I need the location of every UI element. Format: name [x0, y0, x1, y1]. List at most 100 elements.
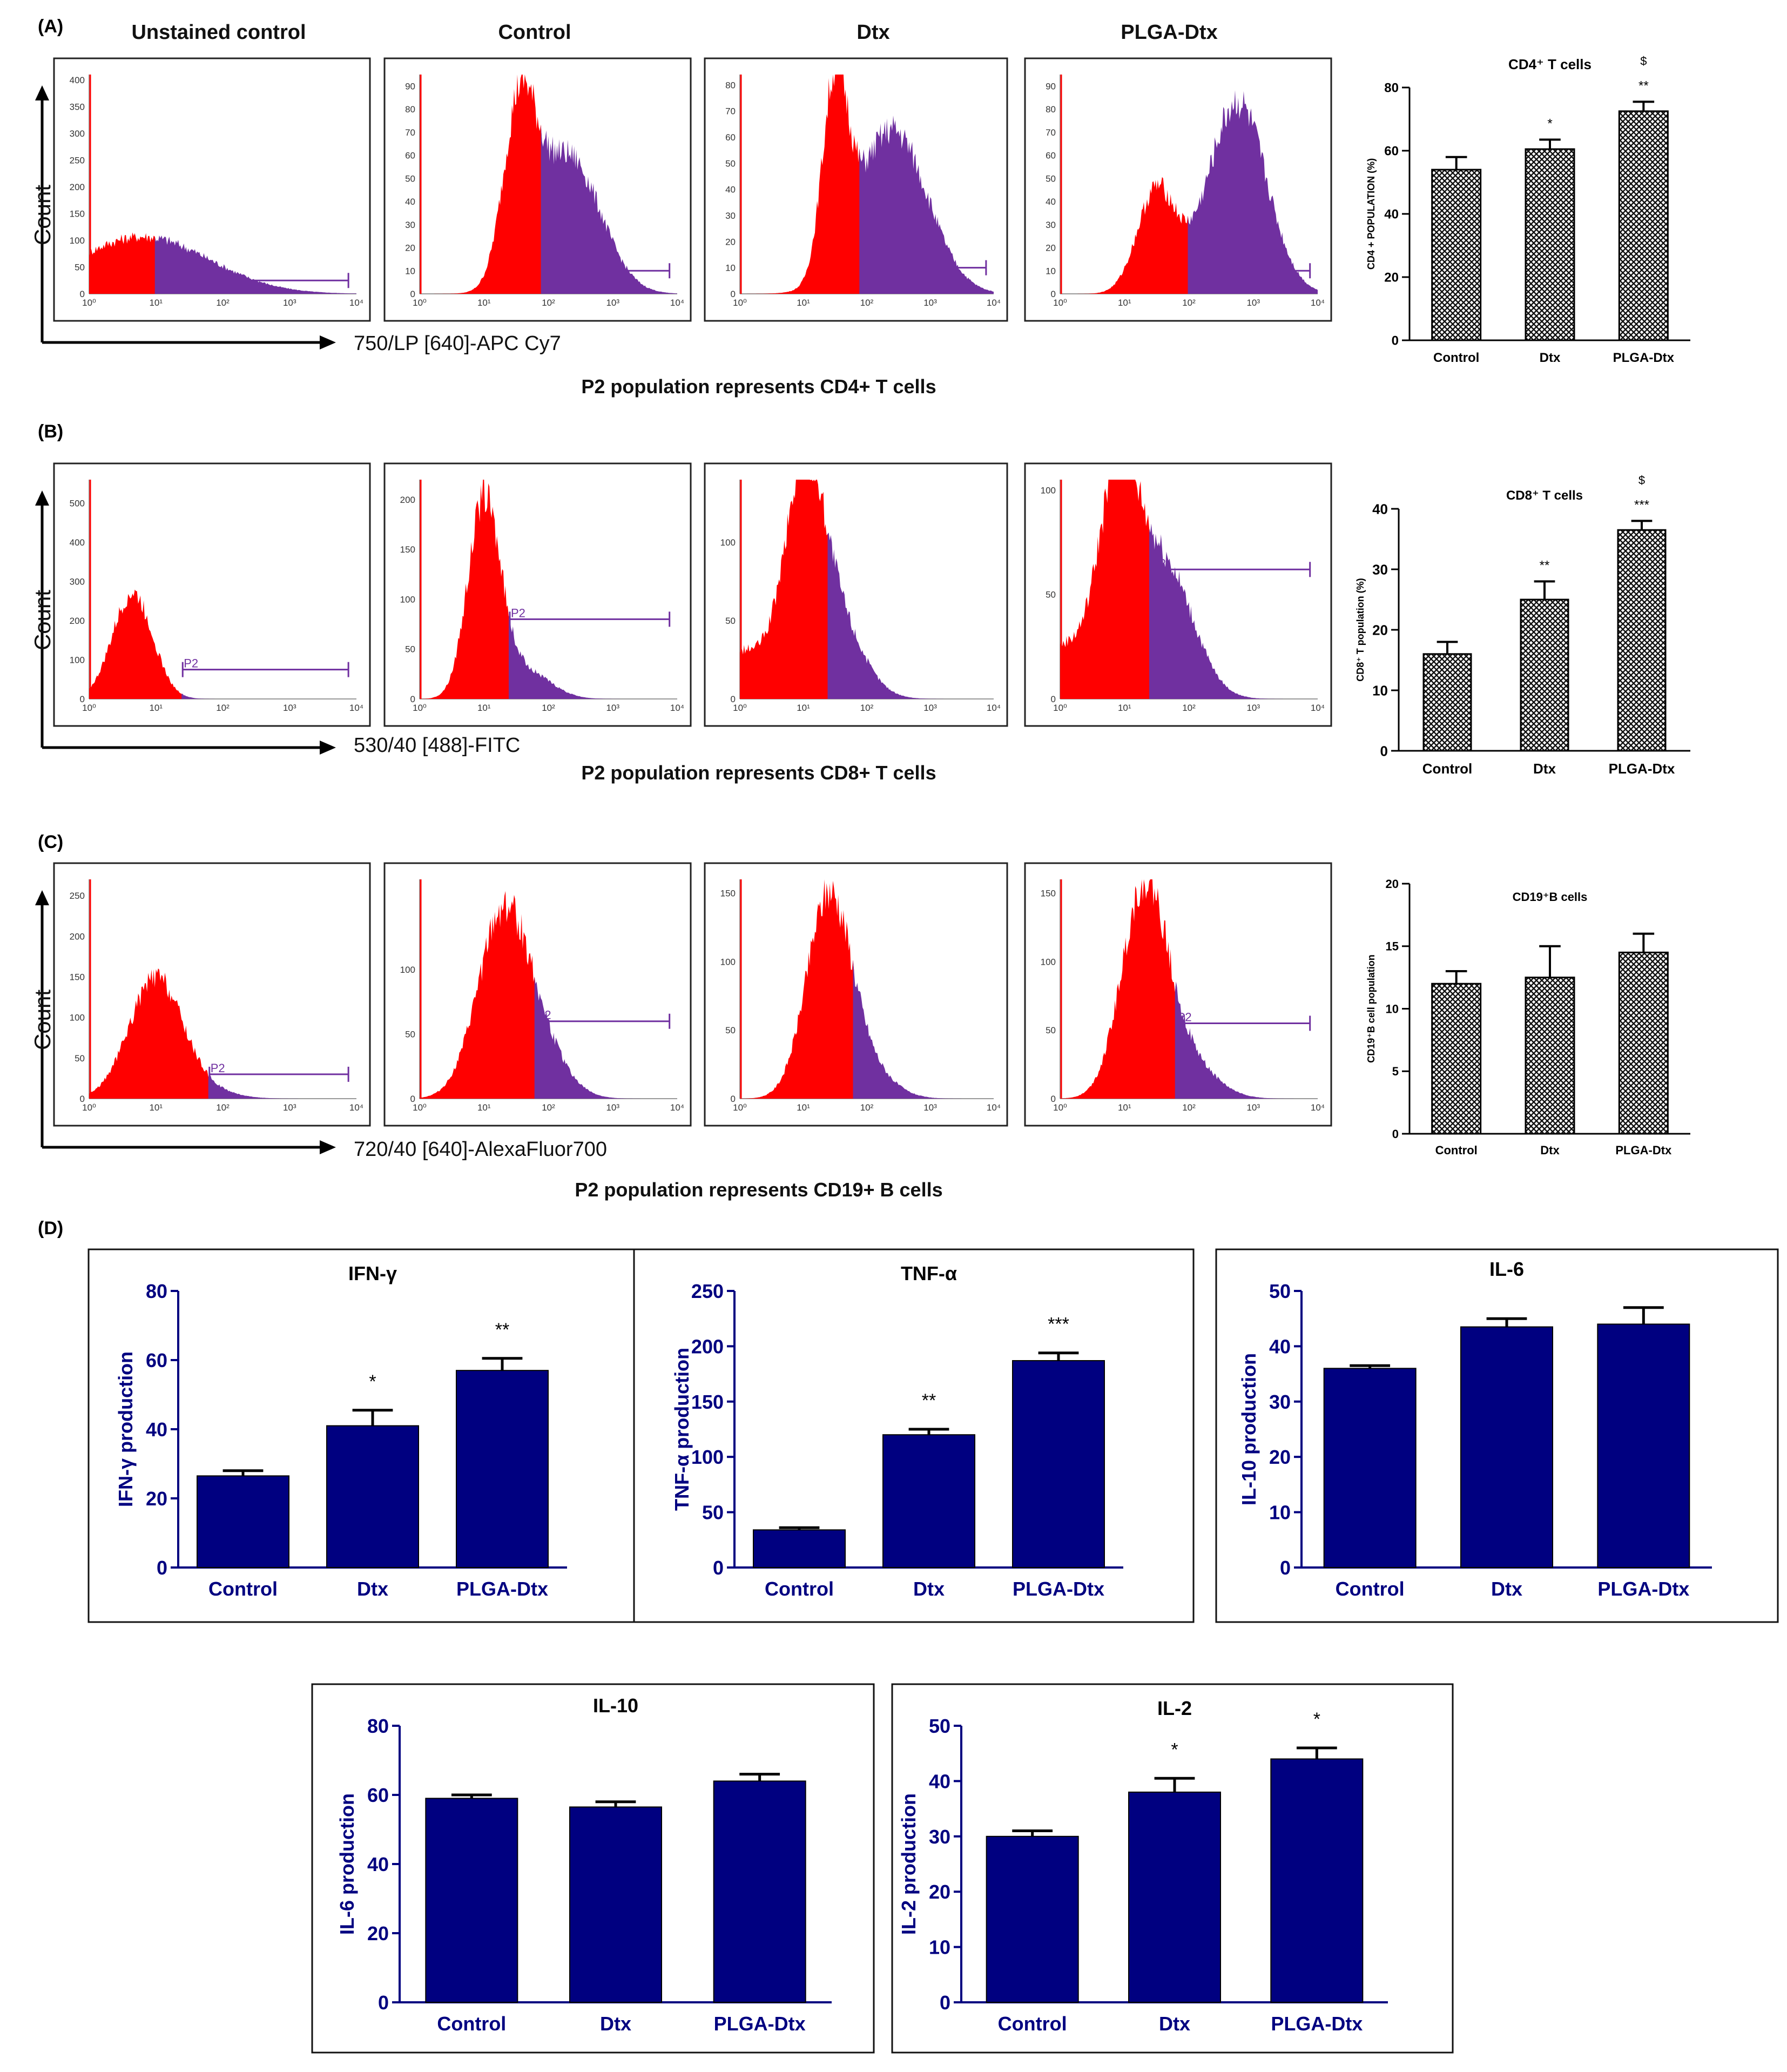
chart-category-label: Control — [437, 2013, 506, 2035]
histogram-p2-area — [859, 115, 994, 294]
population-caption: P2 population represents CD19+ B cells — [575, 1179, 942, 1201]
histogram-x-tick: 10⁰ — [1053, 1102, 1067, 1113]
histogram-y-tick: 0 — [410, 289, 415, 299]
chart-category-label: Dtx — [1491, 1578, 1522, 1600]
chart-bar — [713, 1780, 806, 2003]
histogram-y-tick: 80 — [725, 80, 736, 90]
histogram-p2-area — [509, 614, 677, 699]
chart-category-label: Control — [765, 1578, 834, 1600]
chart-category-label: PLGA-Dtx — [1609, 761, 1675, 777]
chart-y-tick-label: 0 — [378, 1992, 389, 2014]
histogram-x-tick: 10³ — [923, 298, 937, 308]
histogram-y-tick: 90 — [405, 81, 415, 91]
histogram-y-tick: 200 — [70, 616, 85, 626]
chart-bar — [1422, 653, 1472, 752]
x-axis-label: 750/LP [640]-APC Cy7 — [354, 332, 561, 355]
column-title: Unstained control — [131, 21, 306, 44]
histogram-y-tick: 0 — [731, 289, 736, 299]
histogram-x-tick: 10¹ — [1118, 1102, 1131, 1113]
histogram-y-tick: 0 — [80, 289, 85, 299]
histogram-y-tick: 50 — [1046, 590, 1056, 600]
chart-bar — [456, 1370, 549, 1568]
chart-y-tick-label: 20 — [1384, 271, 1399, 285]
histogram-y-tick: 300 — [70, 577, 85, 587]
histogram-x-tick: 10⁰ — [82, 298, 96, 308]
histogram-y-tick: 50 — [725, 1025, 736, 1035]
histogram-negative-area — [89, 232, 156, 294]
chart-y-tick-label: 40 — [1372, 501, 1388, 517]
chart-y-tick-label: 0 — [713, 1557, 724, 1579]
chart-y-tick-label: 10 — [1269, 1502, 1291, 1524]
histogram-p2-area — [827, 533, 994, 699]
chart-significance: * — [1313, 1709, 1320, 1730]
histogram-y-tick: 100 — [720, 957, 736, 967]
panel-label: (B) — [38, 421, 63, 442]
chart-significance: *** — [1048, 1314, 1069, 1335]
chart-title: IL-10 — [593, 1694, 638, 1717]
histogram-y-tick: 100 — [1041, 485, 1056, 495]
histogram-y-tick: 0 — [1051, 694, 1056, 704]
chart-il2: IL-2 0 10 20 30 40 50 IL-2 production Control Dtx… — [891, 1683, 1454, 2054]
chart-y-tick-label: 20 — [1386, 877, 1399, 891]
histogram-x-tick: 10⁰ — [733, 298, 747, 308]
chart-frame — [1215, 1248, 1779, 1623]
chart-il6: IL-6 0 10 20 30 40 50 IL-10 production Control Dt… — [1215, 1248, 1779, 1623]
histogram-x-tick: 10⁰ — [733, 703, 747, 713]
y-axis-label: Count — [30, 590, 55, 650]
chart-bar — [1597, 1323, 1690, 1568]
histogram-x-tick: 10² — [216, 1102, 230, 1113]
histogram-y-tick: 200 — [70, 182, 85, 192]
histogram-y-tick: 200 — [70, 931, 85, 941]
histogram-y-tick: 60 — [405, 151, 415, 161]
histogram-negative-area — [420, 75, 542, 294]
chart-bar — [1520, 598, 1569, 752]
chart-significance: * — [1171, 1739, 1178, 1760]
histogram-y-tick: 0 — [1051, 289, 1056, 299]
chart-bar — [569, 1806, 662, 2003]
histogram-negative-area — [740, 75, 861, 294]
histogram-y-tick: 0 — [80, 1094, 85, 1104]
chart-frame — [891, 1683, 1454, 2054]
population-caption: P2 population represents CD8+ T cells — [581, 762, 936, 784]
chart-y-label: CD8⁺ T population (%) — [1355, 578, 1366, 681]
chart-category-label: Control — [998, 2013, 1067, 2035]
histogram-negative-area — [89, 589, 183, 699]
histogram-x-tick: 10⁴ — [987, 703, 1001, 713]
histogram-y-tick: 400 — [70, 75, 85, 85]
histogram-y-tick: 10 — [405, 266, 415, 276]
chart-category-label: Dtx — [357, 1578, 388, 1600]
chart-y-tick-label: 80 — [1384, 81, 1399, 96]
histogram-y-tick: 50 — [1046, 173, 1056, 184]
chart-y-tick-label: 60 — [1384, 144, 1399, 159]
chart-significance: ** — [1540, 558, 1550, 573]
x-axis-arrowhead — [320, 741, 336, 755]
histogram-y-tick: 50 — [75, 1053, 85, 1064]
chart-cd4: CD4⁺ T cells 0 20 40 60 80 CD4 + POPULATION (%… — [1366, 54, 1690, 365]
histogram-x-tick: 10⁰ — [413, 1102, 427, 1113]
chart-y-tick-label: 20 — [1269, 1446, 1291, 1468]
histogram-x-tick: 10² — [542, 298, 555, 308]
chart-y-tick-label: 40 — [367, 1853, 389, 1875]
y-axis-arrowhead — [35, 85, 49, 100]
histogram-x-tick: 10² — [1182, 298, 1196, 308]
chart-y-tick-label: 5 — [1392, 1065, 1399, 1078]
chart-category-label: PLGA-Dtx — [1597, 1578, 1689, 1600]
chart-significance: ** — [1638, 78, 1649, 93]
histogram-x-tick: 10⁰ — [413, 703, 427, 713]
chart-y-tick-label: 10 — [929, 1936, 950, 1959]
chart-y-tick-label: 50 — [702, 1502, 724, 1524]
x-axis-label: 720/40 [640]-AlexaFluor700 — [354, 1138, 607, 1161]
chart-category-label: PLGA-Dtx — [714, 2013, 806, 2035]
chart-category-label: Control — [1422, 761, 1472, 777]
histogram-x-tick: 10⁴ — [670, 703, 684, 713]
histogram-x-tick: 10¹ — [149, 703, 163, 713]
chart-y-tick-label: 40 — [929, 1770, 950, 1792]
p2-gate-label: P2 — [1177, 1010, 1192, 1024]
histogram-y-tick: 100 — [1041, 957, 1056, 967]
chart-category-label: PLGA-Dtx — [1013, 1578, 1104, 1600]
histogram-x-tick: 10¹ — [477, 298, 491, 308]
chart-y-tick-label: 0 — [940, 1992, 950, 2014]
chart-title: IL-2 — [1157, 1697, 1192, 1719]
chart-y-tick-label: 80 — [367, 1715, 389, 1737]
column-title: PLGA-Dtx — [1121, 21, 1217, 44]
